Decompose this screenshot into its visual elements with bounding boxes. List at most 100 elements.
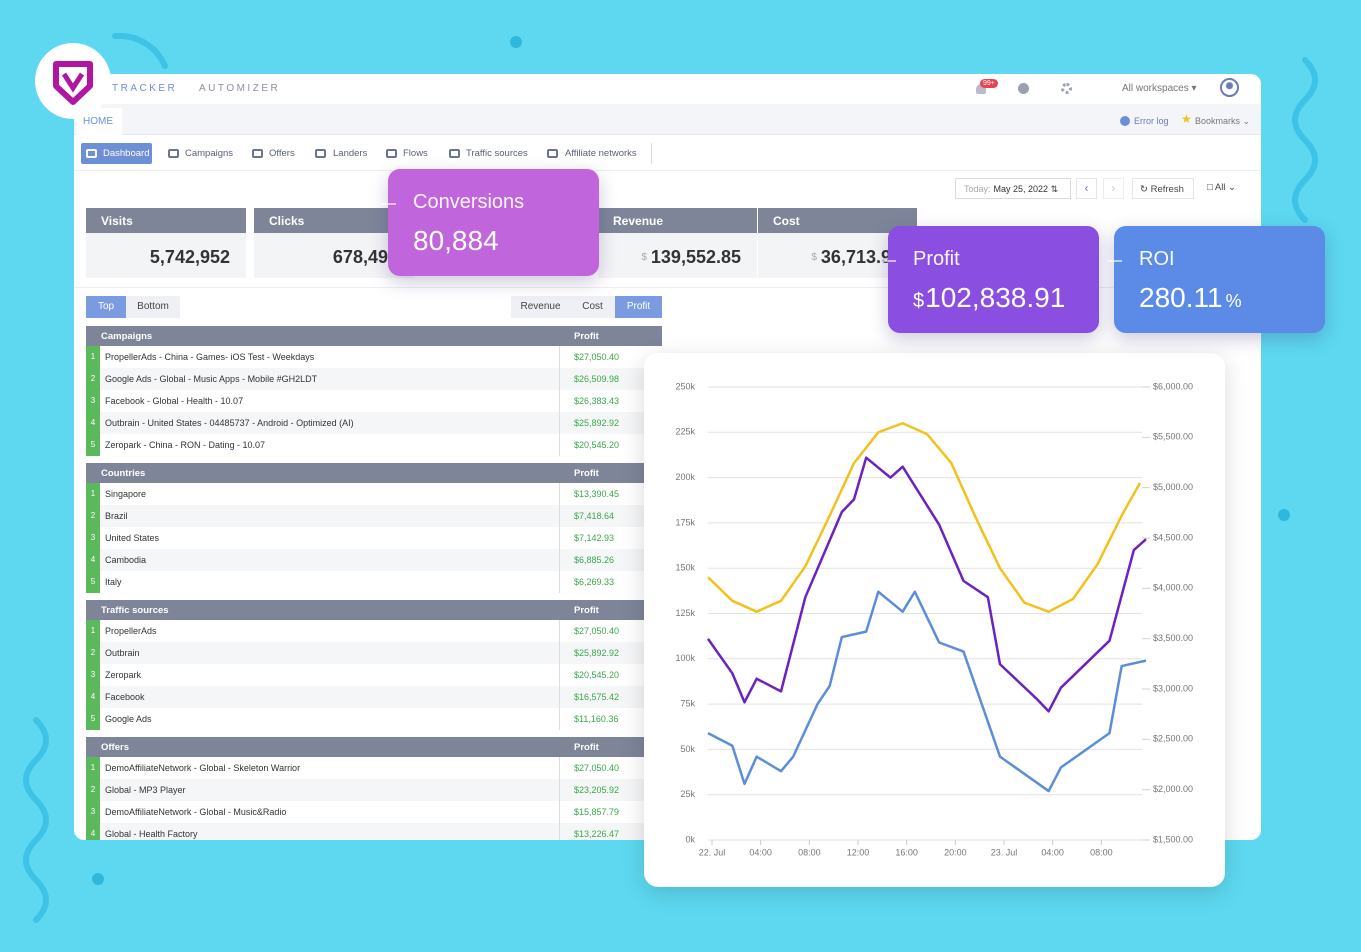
x-tick-label: 16:00: [895, 847, 918, 857]
row-name: Global - Health Factory: [105, 829, 198, 839]
rank-cell: 5: [86, 434, 100, 456]
bookmarks-link[interactable]: Bookmarks ⌄: [1195, 116, 1251, 126]
error-log-link[interactable]: Error log: [1134, 116, 1169, 126]
workspace-label: All workspaces: [1122, 83, 1189, 94]
table-row[interactable]: [86, 505, 662, 527]
metric-toggle[interactable]: Revenue: [511, 296, 570, 318]
menu-item[interactable]: Landers: [333, 148, 368, 159]
filter-label: All: [1214, 182, 1226, 193]
menu-item[interactable]: Offers: [269, 148, 295, 159]
table-row[interactable]: [86, 801, 662, 823]
menu-active-bg: [81, 143, 152, 164]
table-row[interactable]: [86, 664, 662, 686]
menu-item[interactable]: Affiliate networks: [565, 148, 637, 159]
table-column: Profit: [574, 331, 599, 342]
row-name: Facebook - Global - Health - 10.07: [105, 396, 244, 406]
error-icon: [1120, 116, 1130, 126]
x-tick-label: 22. Jul: [699, 847, 726, 857]
dot: [92, 873, 104, 885]
cell-divider: [559, 549, 560, 571]
y-tick-label: 50k: [680, 744, 695, 754]
table-row[interactable]: [86, 620, 662, 642]
today-label: Today:: [964, 184, 991, 194]
table-row[interactable]: [86, 527, 662, 549]
table-row[interactable]: [86, 571, 662, 593]
highlight-value: $102,838.91: [913, 282, 1065, 314]
table-row[interactable]: [86, 642, 662, 664]
cell-divider: [559, 664, 560, 686]
table-row[interactable]: [86, 483, 662, 505]
date-value: May 25, 2022: [993, 184, 1049, 194]
table-row[interactable]: [86, 549, 662, 571]
table-row[interactable]: [86, 757, 662, 779]
connector: [382, 203, 396, 205]
menu-icon: [252, 149, 263, 158]
table-row[interactable]: [86, 686, 662, 708]
rank-cell: 4: [86, 412, 100, 434]
highlight-label: Conversions: [413, 191, 525, 213]
metric-toggle[interactable]: Cost: [570, 296, 615, 318]
cell-divider: [559, 571, 560, 593]
highlight-value: 280.11%: [1139, 282, 1242, 314]
table-row[interactable]: [86, 412, 662, 434]
metric-toggle[interactable]: Profit: [615, 296, 662, 318]
rank-cell: 2: [86, 505, 100, 527]
rank-cell: 3: [86, 527, 100, 549]
menu-icon: [86, 149, 97, 158]
menu-item[interactable]: Traffic sources: [466, 148, 528, 159]
table-header: [86, 737, 662, 757]
y2-tick-label: $5,000.00: [1153, 482, 1193, 492]
menu-item[interactable]: Campaigns: [185, 148, 234, 159]
filter-select[interactable]: □ All ⌄: [1207, 182, 1237, 193]
help-icon[interactable]: [1018, 83, 1029, 94]
menu-icon: [449, 149, 460, 158]
order-toggle[interactable]: Top: [86, 296, 126, 318]
cell-divider: [559, 527, 560, 549]
table-row[interactable]: [86, 368, 662, 390]
logo-mark: [53, 61, 93, 105]
row-profit: $26,383.43: [574, 396, 620, 406]
rank-cell: 1: [86, 483, 100, 505]
table-row[interactable]: [86, 823, 662, 840]
highlight-number: 280.11: [1139, 282, 1223, 313]
logo-mark: [61, 72, 85, 93]
cell-divider: [559, 390, 560, 412]
nav-tab[interactable]: AUTOMIZER: [199, 83, 281, 94]
next-button[interactable]: ›: [1103, 178, 1124, 199]
squiggle: [1292, 57, 1318, 223]
menu-underline: [74, 170, 1261, 171]
row-name: Zeropark - China - RON - Dating - 10.07: [105, 440, 266, 450]
nav-tab[interactable]: TRACKER: [112, 83, 178, 94]
avatar[interactable]: [1220, 78, 1239, 97]
table-row[interactable]: [86, 346, 662, 368]
y-tick-label: 25k: [680, 789, 695, 799]
row-profit: $13,226.47: [574, 829, 620, 839]
row-profit: $6,885.26: [574, 555, 615, 565]
line-series: [707, 421, 1142, 613]
menu-item[interactable]: Flows: [403, 148, 428, 159]
cell-divider: [559, 708, 560, 730]
row-profit: $27,050.40: [574, 626, 620, 636]
settings-icon[interactable]: [1061, 83, 1072, 94]
highlight-suffix: %: [1225, 291, 1242, 311]
y2-tick-label: $4,500.00: [1153, 532, 1193, 542]
table-row[interactable]: [86, 708, 662, 730]
stat-value: $139,552.85: [598, 233, 757, 278]
rank-cell: 5: [86, 708, 100, 730]
table-row[interactable]: [86, 434, 662, 456]
order-toggle[interactable]: Bottom: [126, 296, 180, 318]
table-row[interactable]: [86, 390, 662, 412]
refresh-button[interactable]: ↻ Refresh: [1132, 178, 1194, 199]
menu-item[interactable]: Dashboard: [103, 148, 150, 159]
row-name: Outbrain - United States - 04485737 - An…: [105, 418, 354, 428]
breadcrumb-bar: [74, 104, 1261, 135]
date-picker[interactable]: Today: May 25, 2022 ⇅: [955, 178, 1071, 199]
prev-button[interactable]: ‹: [1076, 178, 1097, 199]
table-row[interactable]: [86, 779, 662, 801]
x-tick-label: 20:00: [944, 847, 967, 857]
workspace-select[interactable]: All workspaces ▾: [1122, 83, 1197, 94]
cell-divider: [559, 620, 560, 642]
stat-value: 5,742,952: [86, 233, 246, 278]
highlight-card: Profit $102,838.91: [882, 226, 1099, 333]
stat-header: Revenue: [598, 208, 757, 233]
